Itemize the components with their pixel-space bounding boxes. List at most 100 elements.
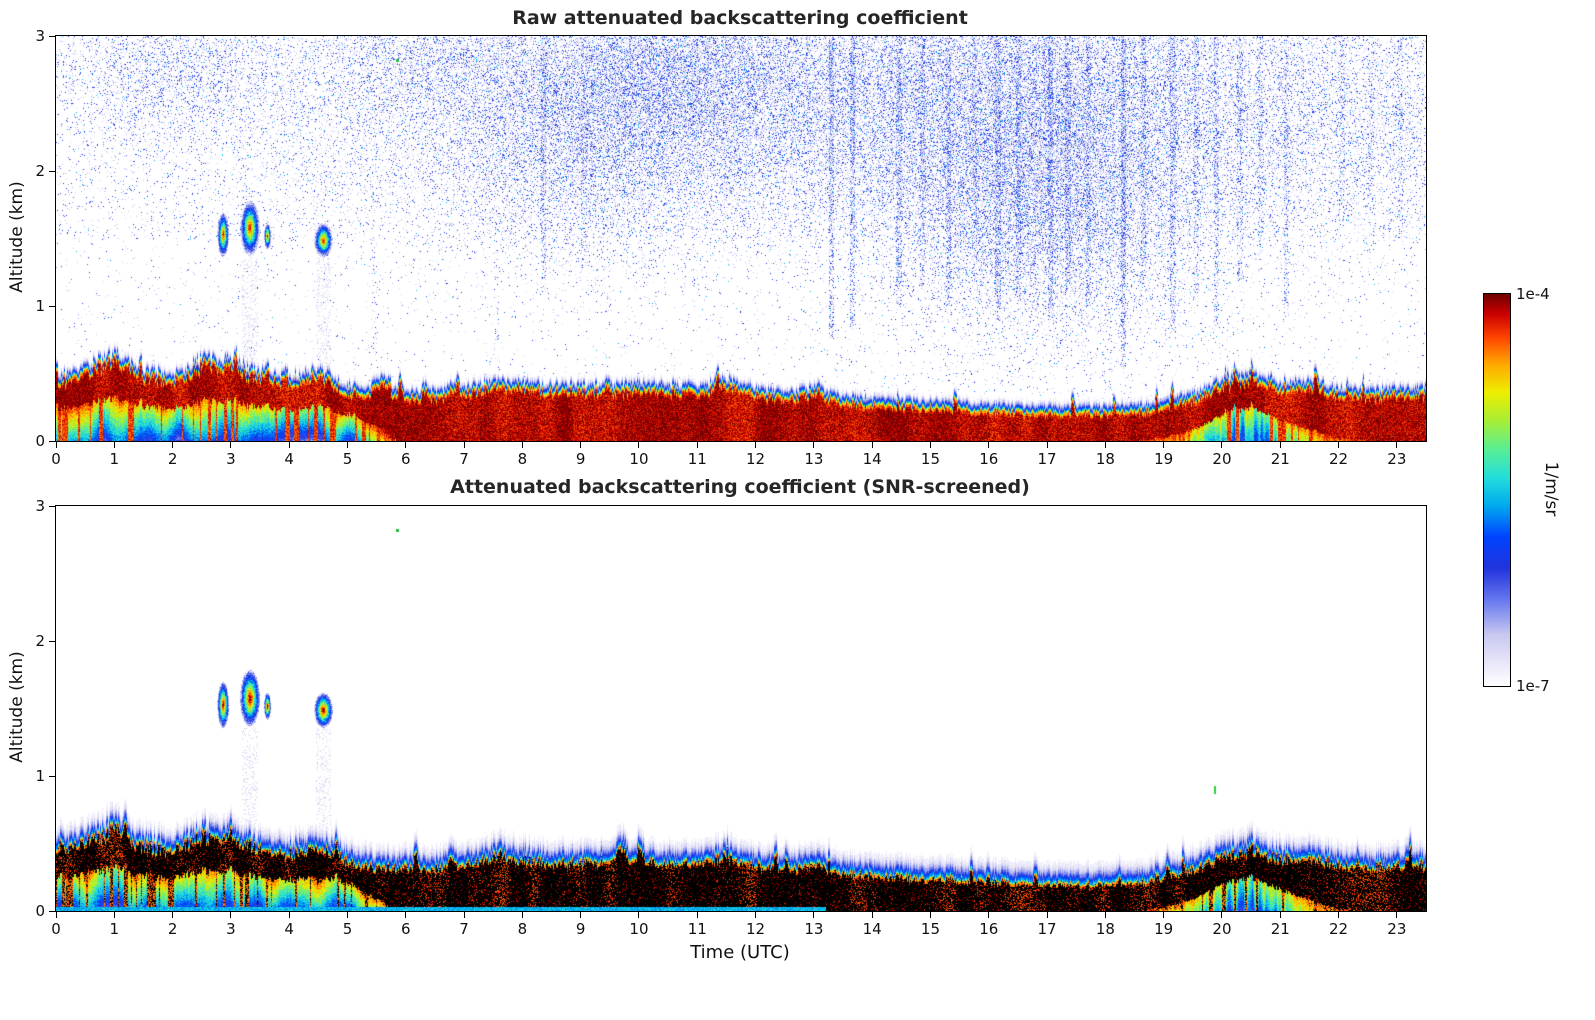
x-tick [1046,442,1048,448]
x-tick-label: 2 [167,920,178,938]
x-tick [580,442,582,448]
raw-heatmap-panel [55,35,1427,442]
y-tick [49,305,55,307]
x-tick [521,912,523,918]
x-tick-label: 17 [1037,450,1057,468]
x-tick [696,912,698,918]
x-tick [55,912,57,918]
y-tick-label: 3 [35,497,45,515]
x-tick-label: 0 [51,450,61,468]
x-tick-label: 13 [804,450,824,468]
x-tick [230,442,232,448]
x-tick-label: 11 [687,920,707,938]
y-tick-label: 0 [35,432,45,450]
x-tick-label: 20 [1212,450,1232,468]
x-tick-label: 10 [629,920,649,938]
x-tick [988,442,990,448]
x-tick [638,912,640,918]
x-tick-label: 17 [1037,920,1057,938]
x-tick [1221,442,1223,448]
x-tick-label: 23 [1387,450,1407,468]
x-tick [1279,442,1281,448]
y-tick [49,35,55,37]
x-tick-label: 3 [226,920,236,938]
y-tick-label: 2 [35,632,45,650]
y-tick [49,440,55,442]
x-tick [172,912,174,918]
screened-heatmap-canvas [56,506,1426,911]
x-tick-label: 4 [284,450,294,468]
x-tick-label: 10 [629,450,649,468]
x-tick [1221,912,1223,918]
x-tick [755,912,757,918]
x-tick [1279,912,1281,918]
x-tick-label: 1 [109,450,120,468]
x-tick [288,912,290,918]
x-tick [346,442,348,448]
x-tick-label: 14 [862,450,882,468]
x-tick [1163,912,1165,918]
y-tick-label: 3 [35,27,45,45]
screened-y-axis-label: Altitude (km) [7,651,27,763]
x-tick-label: 19 [1154,450,1174,468]
y-tick-label: 0 [35,902,45,920]
raw-y-axis-label: Altitude (km) [7,181,27,293]
colorbar-gradient [1484,294,1510,686]
x-tick [288,442,290,448]
x-tick [813,442,815,448]
x-tick [405,442,407,448]
x-tick [1396,442,1398,448]
x-tick-label: 18 [1095,920,1115,938]
x-tick [871,912,873,918]
x-tick [113,442,115,448]
x-tick-label: 18 [1095,450,1115,468]
colorbar-max-label: 1e-4 [1516,285,1550,303]
x-tick [1338,912,1340,918]
x-tick-label: 11 [687,450,707,468]
x-tick-label: 12 [746,920,766,938]
x-tick-label: 13 [804,920,824,938]
x-tick-label: 8 [517,450,528,468]
x-tick-label: 14 [862,920,882,938]
x-tick-label: 6 [401,920,411,938]
y-tick-label: 1 [35,767,45,785]
raw-panel-title: Raw attenuated backscattering coefficien… [512,7,968,29]
y-tick [49,505,55,507]
x-tick-label: 15 [920,920,940,938]
x-tick [929,442,931,448]
x-tick [463,442,465,448]
x-tick-label: 20 [1212,920,1232,938]
x-tick [988,912,990,918]
x-tick [1104,912,1106,918]
x-tick-label: 15 [920,450,940,468]
x-tick-label: 3 [226,450,236,468]
x-tick-label: 2 [167,450,178,468]
y-tick [49,775,55,777]
y-tick [49,170,55,172]
x-tick [813,912,815,918]
x-tick-label: 19 [1154,920,1174,938]
x-tick-label: 8 [517,920,528,938]
x-tick [463,912,465,918]
x-tick-label: 7 [459,450,469,468]
x-tick-label: 21 [1270,920,1290,938]
x-tick-label: 9 [575,920,586,938]
y-tick [49,910,55,912]
x-tick-label: 22 [1329,450,1349,468]
x-tick [346,912,348,918]
colorbar-unit-label: 1/m/sr [1541,461,1561,517]
x-tick-label: 16 [979,450,999,468]
x-tick [580,912,582,918]
x-tick-label: 4 [284,920,294,938]
y-tick [49,640,55,642]
x-tick [929,912,931,918]
screened-panel-title: Attenuated backscattering coefficient (S… [450,476,1030,498]
x-tick-label: 5 [342,450,353,468]
x-tick-label: 16 [979,920,999,938]
x-axis-label: Time (UTC) [690,942,790,963]
x-tick-label: 5 [342,920,353,938]
y-tick-label: 1 [35,297,45,315]
x-tick [755,442,757,448]
x-tick-label: 9 [575,450,586,468]
